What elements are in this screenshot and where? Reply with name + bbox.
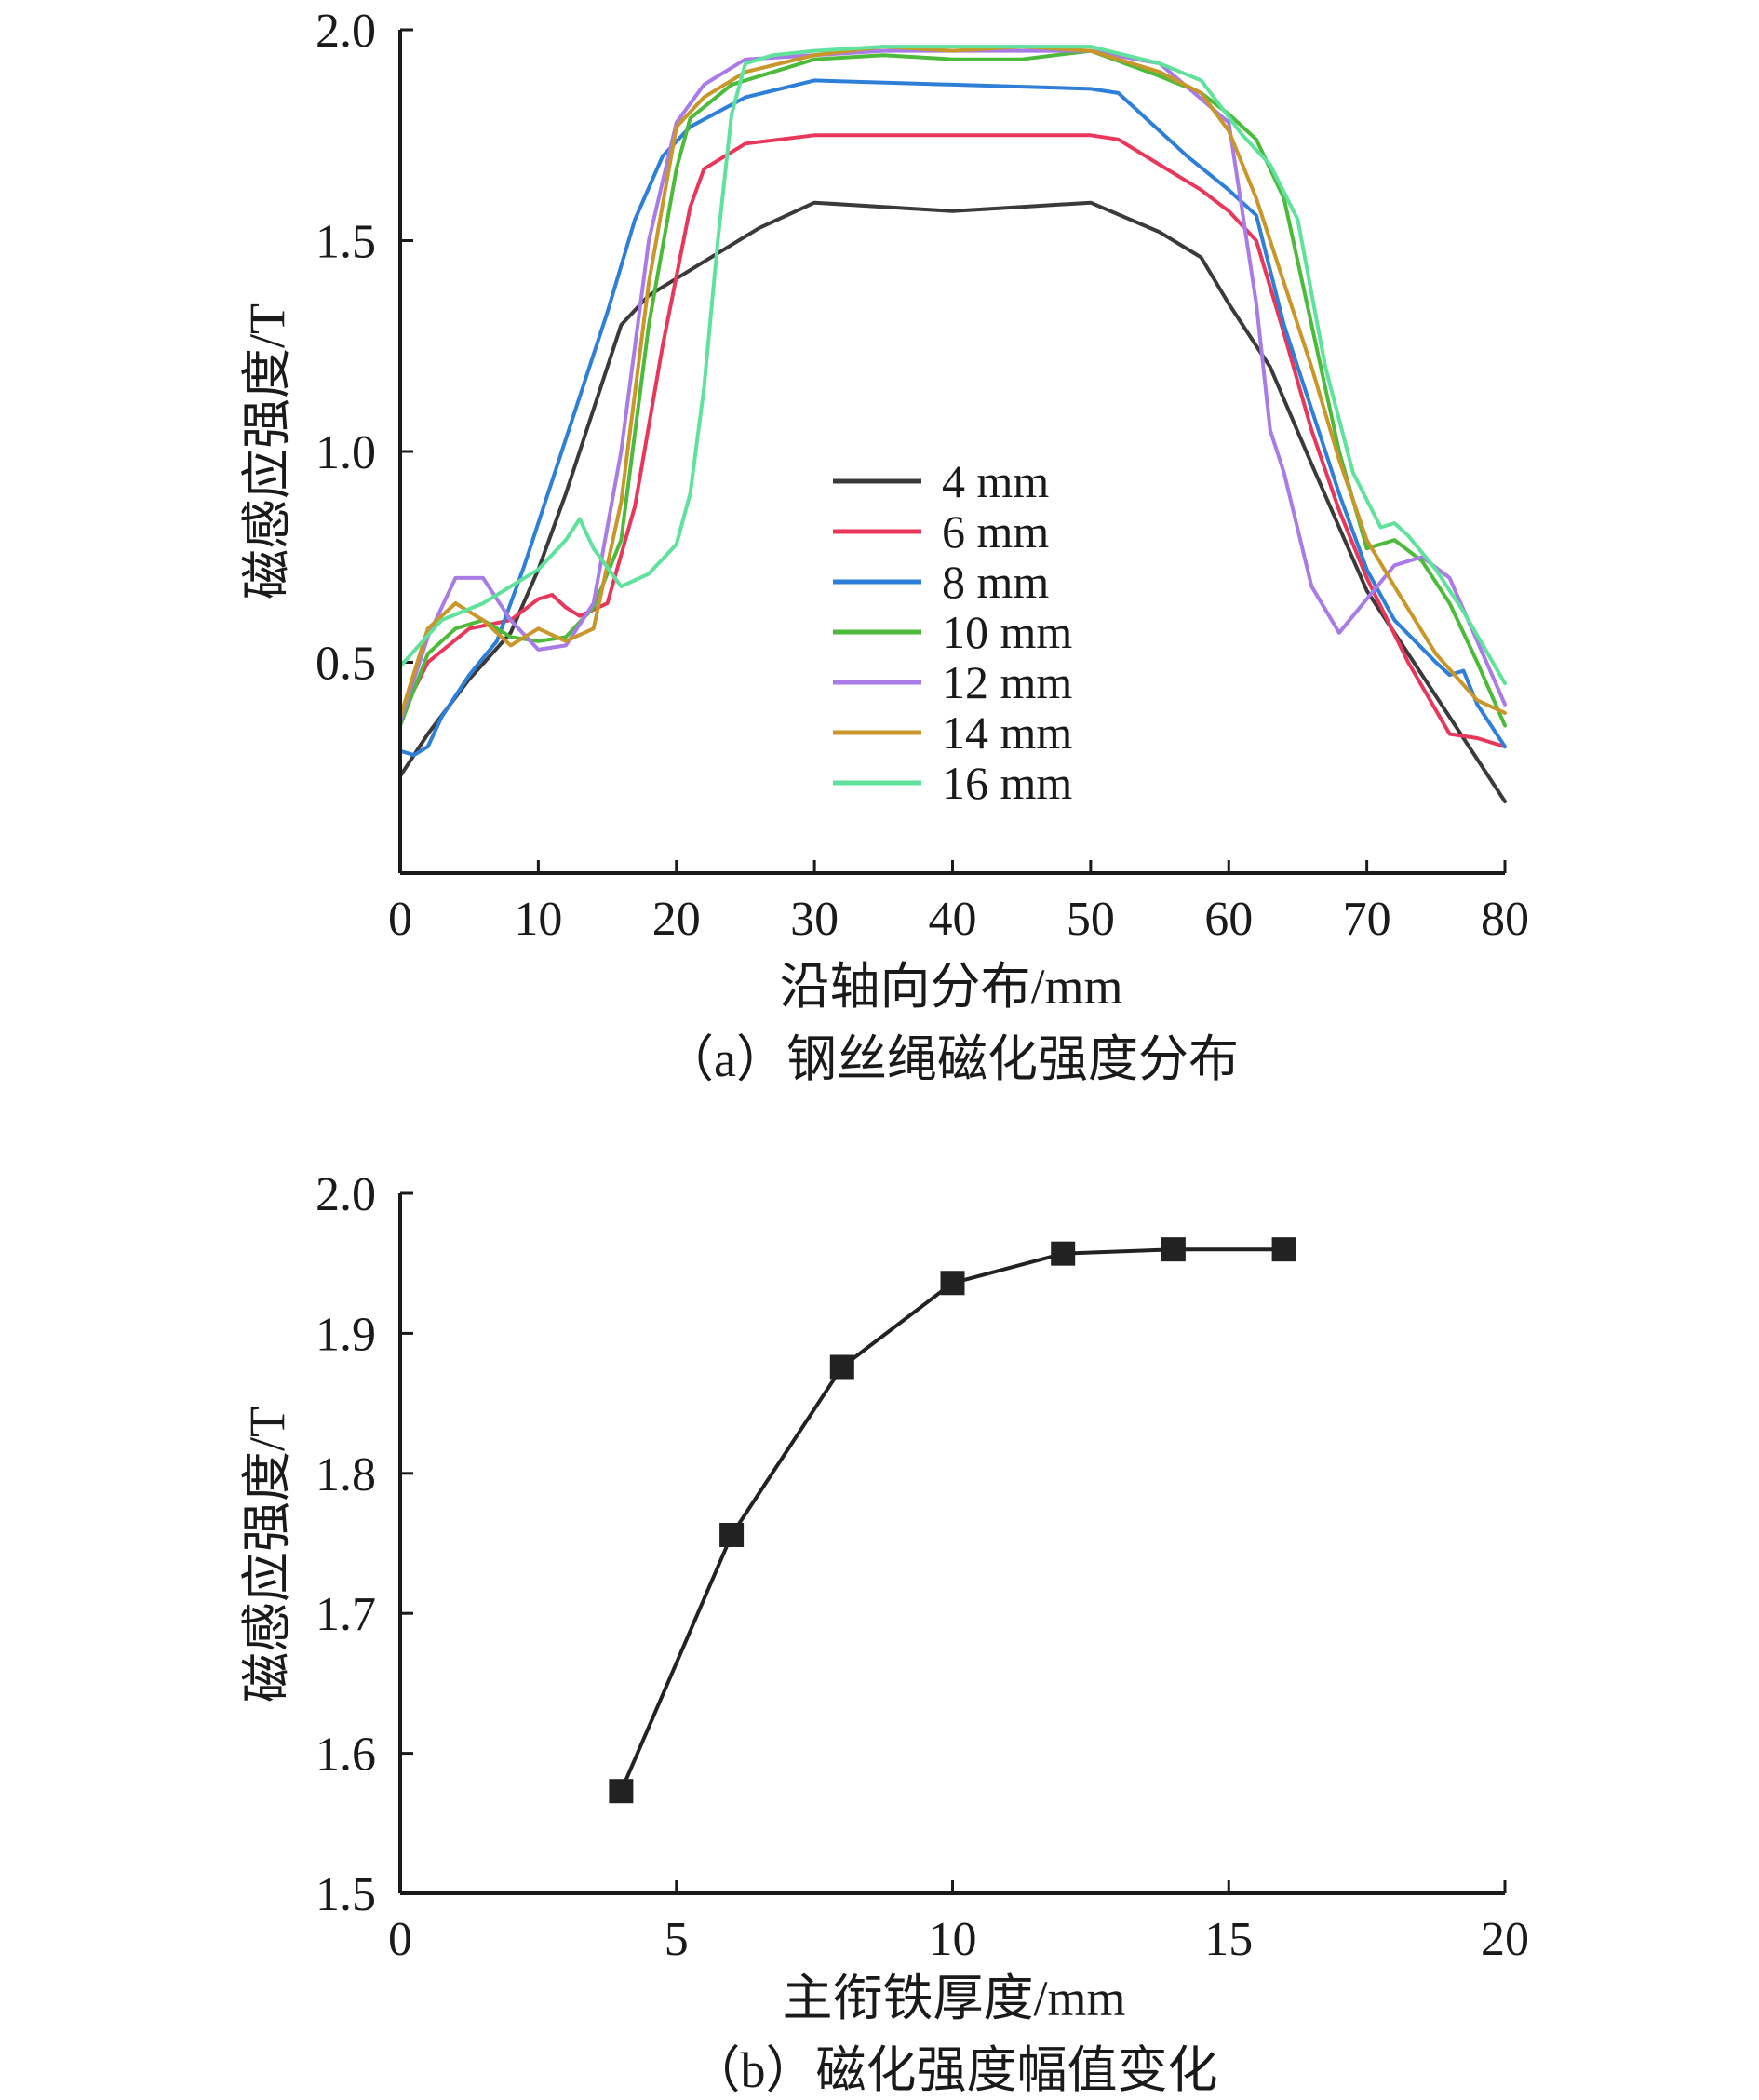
x-tick-label: 0 (388, 893, 412, 946)
x-tick-label: 20 (1481, 1913, 1529, 1966)
y-tick-label: 1.7 (316, 1588, 376, 1641)
y-tick-label: 1.6 (316, 1729, 376, 1782)
series-line-14-mm (398, 45, 1507, 720)
chart-b-y-axis-label: 磁感应强度/T (239, 1407, 295, 1703)
series-line-6-mm (398, 133, 1507, 749)
data-point-marker (609, 1779, 634, 1804)
chart-b-x-axis-label: 主衔铁厚度/mm (782, 1971, 1125, 2026)
data-point-marker (829, 1354, 854, 1380)
data-point-marker (1271, 1237, 1296, 1262)
chart-b-caption: （b）磁化强度幅值变化 (691, 2042, 1218, 2098)
y-tick-label: 1.0 (316, 426, 376, 479)
x-tick-label: 0 (388, 1913, 412, 1966)
x-tick-label: 60 (1204, 893, 1253, 946)
legend-label: 14 mm (942, 707, 1072, 759)
x-tick-label: 20 (652, 893, 701, 946)
legend-label: 16 mm (942, 757, 1072, 809)
x-tick-label: 10 (929, 1913, 977, 1966)
x-tick-label: 80 (1481, 893, 1529, 946)
data-point-marker (719, 1522, 745, 1547)
series-line-4-mm (398, 200, 1507, 803)
y-tick-label: 2.0 (316, 5, 376, 58)
x-tick-label: 30 (790, 893, 839, 946)
x-tick-label: 10 (514, 893, 562, 946)
y-tick-label: 1.9 (316, 1308, 376, 1361)
x-tick-label: 70 (1343, 893, 1391, 946)
chart-a-magnetization-distribution: 0 10 20 30 40 50 60 70 80 0.5 1.0 1.5 2.0 4 mm6 mm8 … (239, 5, 1529, 1087)
chart-a-axes (398, 30, 1505, 875)
x-tick-label: 50 (1067, 893, 1115, 946)
chart-a-x-axis-label: 沿轴向分布/mm (779, 959, 1122, 1015)
chart-a-series-group (398, 45, 1507, 803)
legend-label: 6 mm (942, 505, 1049, 558)
y-tick-label: 1.8 (316, 1448, 376, 1501)
chart-a-ticks: 0 10 20 30 40 50 60 70 80 0.5 1.0 1.5 2.0 (316, 5, 1529, 946)
data-point-marker (1161, 1237, 1186, 1262)
chart-b-amplitude-change: 0 5 10 15 20 1.5 1.6 1.7 1.8 1.9 2.0 主衔铁厚度/mm 磁感应强… (239, 1168, 1529, 2098)
chart-a-caption: （a）钢丝绳磁化强度分布 (664, 1031, 1239, 1087)
chart-b-series-group (609, 1237, 1296, 1804)
legend-label: 4 mm (942, 455, 1049, 507)
x-tick-label: 15 (1204, 1913, 1253, 1966)
chart-b-ticks: 0 5 10 15 20 1.5 1.6 1.7 1.8 1.9 2.0 (316, 1168, 1529, 1966)
chart-b-axes (398, 1193, 1505, 1895)
data-point-marker (1051, 1241, 1076, 1266)
y-tick-label: 1.5 (316, 216, 376, 269)
y-tick-label: 1.5 (316, 1868, 376, 1921)
y-tick-label: 0.5 (316, 638, 376, 691)
legend-label: 8 mm (942, 556, 1049, 608)
chart-a-y-axis-label: 磁感应强度/T (239, 303, 295, 599)
data-point-marker (940, 1271, 965, 1296)
legend-label: 12 mm (942, 656, 1072, 708)
series-line-16-mm (398, 45, 1507, 686)
series-line-10-mm (398, 48, 1507, 728)
legend-label: 10 mm (942, 606, 1072, 658)
y-tick-label: 2.0 (316, 1168, 376, 1221)
x-tick-label: 5 (665, 1913, 689, 1966)
x-tick-label: 40 (929, 893, 977, 946)
